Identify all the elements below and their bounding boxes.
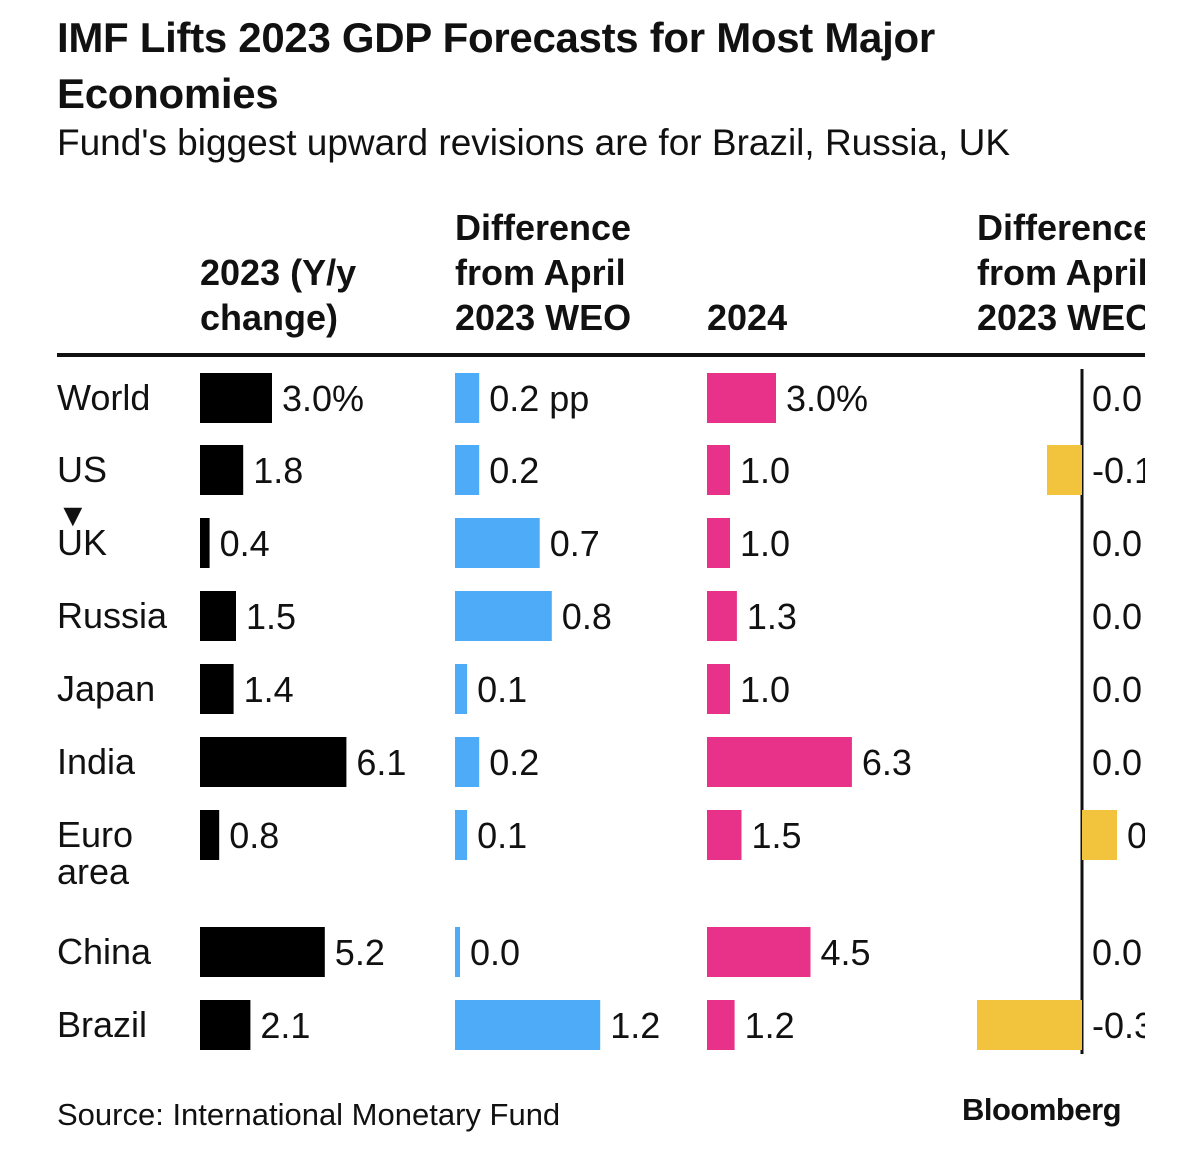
bar-world-col0[interactable] bbox=[200, 373, 272, 423]
value-label-euro-area-col2: 1.5 bbox=[752, 815, 802, 856]
value-label-uk-col0: 0.4 bbox=[220, 523, 270, 564]
chart-title: IMF Lifts 2023 GDP Forecasts for Most Ma… bbox=[57, 14, 935, 117]
sort-indicator-icon[interactable]: ▼ bbox=[57, 497, 89, 533]
chart-subtitle: Fund's biggest upward revisions are for … bbox=[57, 122, 1011, 163]
bloomberg-logo: Bloomberg bbox=[962, 1092, 1122, 1127]
value-label-japan-col0: 1.4 bbox=[244, 669, 294, 710]
col-header-diff-2024[interactable]: Difference from April 2023 WEO bbox=[977, 207, 1145, 338]
bar-russia-col2[interactable] bbox=[707, 591, 737, 641]
value-label-euro-area-col0: 0.8 bbox=[229, 815, 279, 856]
value-label-brazil-col0: 2.1 bbox=[260, 1005, 310, 1046]
bar-us-col3[interactable] bbox=[1047, 445, 1082, 495]
bar-euro-area-col1[interactable] bbox=[455, 810, 468, 860]
bar-russia-col1[interactable] bbox=[455, 591, 552, 641]
bar-japan-col2[interactable] bbox=[707, 664, 730, 714]
col-header-2024[interactable]: 2024 bbox=[707, 297, 788, 338]
value-label-china-col0: 5.2 bbox=[335, 932, 385, 973]
bar-uk-col1[interactable] bbox=[455, 518, 540, 568]
value-label-world-col0: 3.0% bbox=[282, 378, 364, 419]
value-label-uk-col2: 1.0 bbox=[740, 523, 790, 564]
value-label-us-col1: 0.2 bbox=[489, 450, 539, 491]
value-label-japan-col1: 0.1 bbox=[477, 669, 527, 710]
bar-euro-area-col3[interactable] bbox=[1082, 810, 1117, 860]
value-label-uk-col1: 0.7 bbox=[550, 523, 600, 564]
value-label-china-col3: 0.0 bbox=[1092, 932, 1142, 973]
bar-india-col1[interactable] bbox=[455, 737, 480, 787]
bar-china-col1[interactable] bbox=[455, 927, 460, 977]
source-note: Source: International Monetary Fund bbox=[57, 1097, 561, 1132]
bar-brazil-col2[interactable] bbox=[707, 1000, 735, 1050]
bar-china-col2[interactable] bbox=[707, 927, 811, 977]
col-header-2023[interactable]: 2023 (Y/y change) bbox=[200, 252, 357, 338]
row-label-uk: UK bbox=[57, 522, 108, 563]
chart-table: ▼ 2023 (Y/y change) Difference from Apri… bbox=[0, 195, 1145, 1075]
value-label-india-col1: 0.2 bbox=[489, 742, 539, 783]
bar-japan-col0[interactable] bbox=[200, 664, 234, 714]
row-label-japan: Japan bbox=[57, 668, 156, 709]
bar-brazil-col3[interactable] bbox=[977, 1000, 1082, 1050]
row-label-russia: Russia bbox=[57, 595, 168, 636]
value-label-india-col2: 6.3 bbox=[862, 742, 912, 783]
row-label-euro-area: Euro area bbox=[57, 814, 134, 892]
value-label-russia-col2: 1.3 bbox=[747, 596, 797, 637]
value-label-world-col1: 0.2 pp bbox=[489, 378, 589, 419]
value-label-japan-col3: 0.0 bbox=[1092, 669, 1142, 710]
value-label-us-col3: -0.1 bbox=[1092, 450, 1145, 491]
value-label-brazil-col3: -0.3 bbox=[1092, 1005, 1145, 1046]
value-label-russia-col1: 0.8 bbox=[562, 596, 612, 637]
bar-uk-col0[interactable] bbox=[200, 518, 210, 568]
bar-uk-col2[interactable] bbox=[707, 518, 730, 568]
value-label-us-col0: 1.8 bbox=[253, 450, 303, 491]
row-label-us: US bbox=[57, 449, 108, 490]
bar-india-col0[interactable] bbox=[200, 737, 347, 787]
bar-china-col0[interactable] bbox=[200, 927, 325, 977]
header-rule bbox=[57, 353, 1145, 357]
row-label-china: China bbox=[57, 931, 152, 972]
row-label-india: India bbox=[57, 741, 136, 782]
bar-us-col1[interactable] bbox=[455, 445, 480, 495]
value-label-world-col2: 3.0% bbox=[786, 378, 868, 419]
value-label-russia-col0: 1.5 bbox=[246, 596, 296, 637]
bars-layer: 3.0% 1.8 0.4 1.5 1.4 6.1 0.8 5.2 2.1 0.2 pp 0.2 0.7… bbox=[200, 369, 1145, 1054]
bar-euro-area-col2[interactable] bbox=[707, 810, 742, 860]
value-label-japan-col2: 1.0 bbox=[740, 669, 790, 710]
bar-russia-col0[interactable] bbox=[200, 591, 236, 641]
value-label-india-col0: 6.1 bbox=[356, 742, 406, 783]
value-label-russia-col3: 0.0 bbox=[1092, 596, 1142, 637]
bar-brazil-col0[interactable] bbox=[200, 1000, 251, 1050]
value-label-world-col3: 0.0 bbox=[1092, 378, 1142, 419]
col-header-diff-2023[interactable]: Difference from April 2023 WEO bbox=[455, 207, 632, 338]
value-label-india-col3: 0.0 bbox=[1092, 742, 1142, 783]
bar-japan-col1[interactable] bbox=[455, 664, 468, 714]
value-label-euro-area-col3: 0.1 bbox=[1127, 815, 1145, 856]
value-label-euro-area-col1: 0.1 bbox=[477, 815, 527, 856]
bar-us-col2[interactable] bbox=[707, 445, 730, 495]
bar-world-col1[interactable] bbox=[455, 373, 480, 423]
bar-euro-area-col0[interactable] bbox=[200, 810, 220, 860]
value-label-china-col2: 4.5 bbox=[821, 932, 871, 973]
value-label-brazil-col2: 1.2 bbox=[745, 1005, 795, 1046]
value-label-brazil-col1: 1.2 bbox=[610, 1005, 660, 1046]
bar-brazil-col1[interactable] bbox=[455, 1000, 601, 1050]
value-label-uk-col3: 0.0 bbox=[1092, 523, 1142, 564]
bar-india-col2[interactable] bbox=[707, 737, 852, 787]
value-label-china-col1: 0.0 bbox=[470, 932, 520, 973]
row-label-brazil: Brazil bbox=[57, 1004, 148, 1045]
bar-us-col0[interactable] bbox=[200, 445, 244, 495]
value-label-us-col2: 1.0 bbox=[740, 450, 790, 491]
bar-world-col2[interactable] bbox=[707, 373, 776, 423]
row-label-world: World bbox=[57, 377, 151, 418]
